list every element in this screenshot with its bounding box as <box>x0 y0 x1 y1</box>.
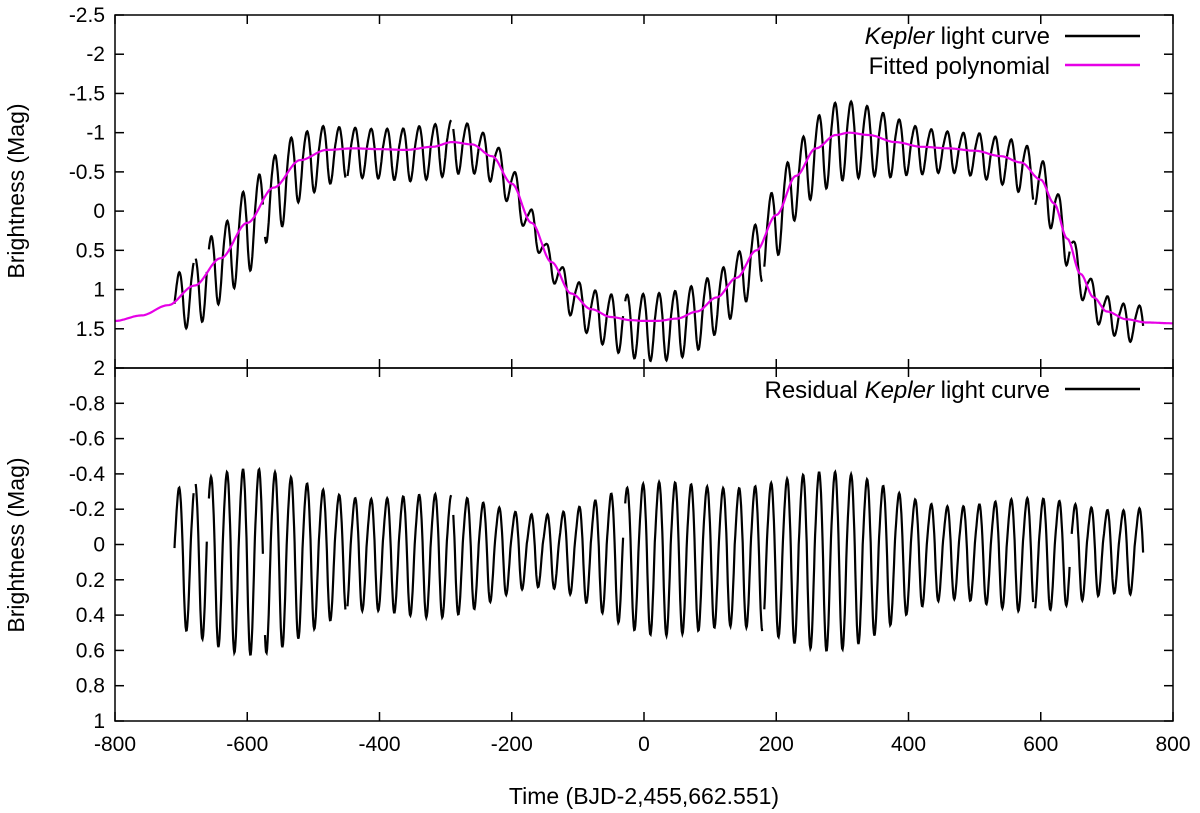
bottom-plot-frame <box>114 367 1174 722</box>
bottom-curves <box>173 466 1145 657</box>
residual-light-curve-segment <box>194 483 208 643</box>
residual-light-curve-segment <box>346 491 453 622</box>
y-tick-label: 0.5 <box>76 239 105 262</box>
residual-light-curve-segment <box>173 485 195 633</box>
x-tick-label: 800 <box>1155 733 1190 756</box>
x-tick-label: -200 <box>491 733 533 756</box>
bottom-panel: -0.8-0.6-0.4-0.200.20.40.60.81 -800 -600-… <box>3 367 1191 809</box>
legend-entry-fitted-polynomial: Fitted polynomial <box>869 53 1050 80</box>
y-tick-label: 0.2 <box>76 569 105 592</box>
y-tick-label: -0.8 <box>69 392 105 415</box>
kepler-light-curve-segment <box>346 119 453 183</box>
y-tick-label: 0 <box>93 534 105 557</box>
residual-light-curve-segment <box>452 492 625 627</box>
y-tick-label: -1.5 <box>69 82 105 105</box>
residual-light-curve-segment <box>624 478 764 641</box>
y-tick-label: 1.5 <box>76 318 105 341</box>
kepler-light-curve-segment <box>263 124 347 245</box>
bottom-y-axis-label: Brightness (Mag) <box>3 457 29 632</box>
top-y-ticks: -2.5 -2 -1.5 -1 -0.5 0 0.5 1 1.5 2 <box>69 4 1173 380</box>
x-axis-label: Time (BJD-2,455,662.551) <box>509 783 779 809</box>
bottom-x-ticks: -800 -600 -400 -200 0 200 400 600 800 <box>94 368 1191 756</box>
kepler-light-curve-segment <box>1070 240 1145 344</box>
top-panel: -2.5 -2 -1.5 -1 -0.5 0 0.5 1 1.5 2 Brightness (Ma… <box>3 4 1174 380</box>
y-tick-label: 0.6 <box>76 639 105 662</box>
kepler-light-curve-segment <box>624 223 763 363</box>
x-tick-label: 600 <box>1023 733 1058 756</box>
residual-light-curve-segment <box>763 469 1035 653</box>
y-tick-label: 1 <box>93 279 105 302</box>
legend-entry-residual-kepler-light-curve: Residual Kepler light curve <box>765 377 1051 404</box>
x-tick-label: 200 <box>759 733 794 756</box>
y-tick-label: -2.5 <box>69 4 105 27</box>
kepler-light-curve-segment <box>1034 160 1071 268</box>
x-tick-label: -600 <box>226 733 268 756</box>
top-x-ticks <box>114 15 1174 368</box>
x-tick-label: -800 <box>94 733 136 756</box>
kepler-light-curve-segment <box>763 99 1035 267</box>
residual-light-curve-segment <box>1070 501 1145 604</box>
kepler-light-curve-segment <box>452 122 625 355</box>
residual-light-curve-segment <box>1034 497 1071 612</box>
bottom-legend: Residual Kepler light curve <box>765 377 1140 404</box>
y-tick-label: -0.4 <box>69 463 106 486</box>
x-tick-label: -400 <box>358 733 400 756</box>
x-tick-label: 400 <box>891 733 926 756</box>
y-tick-label: -0.5 <box>69 161 105 184</box>
y-tick-label: 2 <box>93 357 105 380</box>
legend-entry-kepler-light-curve: Kepler light curve <box>865 23 1050 50</box>
residual-light-curve-segment <box>263 468 347 657</box>
top-legend: Kepler light curve Fitted polynomial <box>865 23 1140 80</box>
y-tick-label: -1 <box>86 122 105 145</box>
kepler-light-curve-segment <box>207 173 264 307</box>
y-tick-label: 0.4 <box>76 604 106 627</box>
y-tick-label: -2 <box>86 43 105 66</box>
bottom-y-ticks: -0.8 -0.6 -0.4 -0.2 0 0.2 0.4 0.6 0.8 1 <box>69 392 1173 733</box>
y-tick-label: -0.2 <box>69 498 105 521</box>
kepler-light-curve-segment <box>194 258 208 324</box>
residual-light-curve-segment <box>207 466 264 657</box>
top-y-axis-label: Brightness (Mag) <box>3 103 29 278</box>
fitted-polynomial-line <box>115 131 1173 325</box>
top-curves <box>115 99 1173 363</box>
y-tick-label: 0.8 <box>76 675 105 698</box>
x-tick-label: 0 <box>638 733 650 756</box>
y-tick-label: 1 <box>93 710 105 733</box>
kepler-light-curve-segment <box>173 262 195 331</box>
y-tick-label: 0 <box>93 200 105 223</box>
y-tick-label: -0.6 <box>69 428 105 451</box>
